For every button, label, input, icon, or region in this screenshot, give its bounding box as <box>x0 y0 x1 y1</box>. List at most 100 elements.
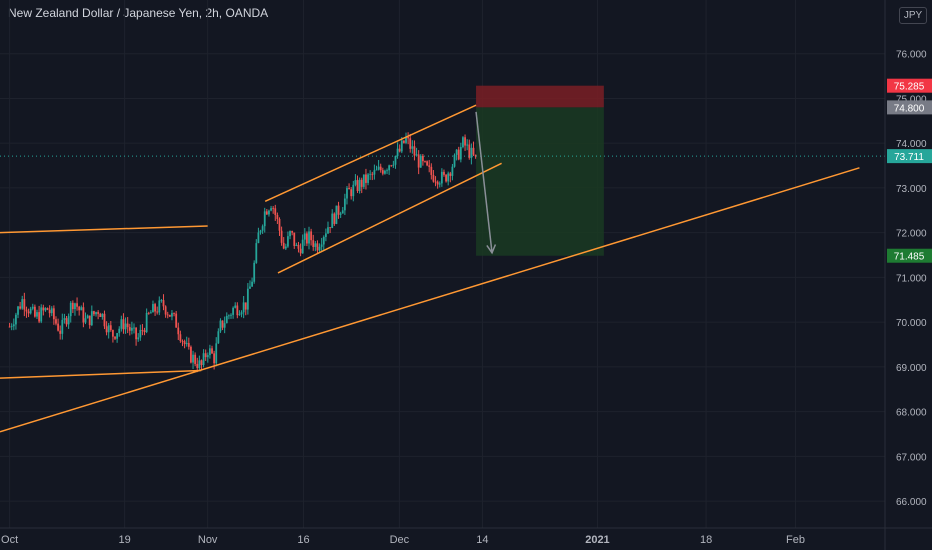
candle-body <box>137 337 140 340</box>
candle-body <box>84 318 87 323</box>
candle-body <box>360 179 363 187</box>
candle-body <box>424 161 426 162</box>
candle-body <box>240 312 243 315</box>
candle-body <box>213 353 216 364</box>
candle-body <box>204 353 207 358</box>
candle-body <box>126 323 129 328</box>
candle-body <box>449 173 452 176</box>
candle-body <box>244 302 247 310</box>
candle-body <box>339 213 342 215</box>
candle-body <box>470 147 473 158</box>
channel-upper-line[interactable] <box>264 104 477 203</box>
candle-body <box>12 324 15 327</box>
candle-body <box>135 327 138 340</box>
candle-body <box>365 174 367 183</box>
candle-body <box>261 226 264 231</box>
candle-body <box>101 313 104 317</box>
stop-price-tag-label: 75.285 <box>894 82 925 93</box>
candle-body <box>27 311 30 314</box>
candle-body <box>398 148 401 152</box>
y-tick-label: 73.000 <box>896 184 927 195</box>
candle-body <box>362 174 365 187</box>
left-horizontal-line[interactable] <box>0 225 208 234</box>
candle-body <box>413 146 416 156</box>
candle-body <box>116 333 119 339</box>
candle-body <box>190 346 192 363</box>
candle-body <box>259 230 262 233</box>
candle-body <box>156 311 159 313</box>
candle-body <box>447 173 450 182</box>
candle-body <box>238 314 241 316</box>
candle-body <box>432 174 435 182</box>
candle-body <box>103 313 106 327</box>
candle-body <box>409 138 412 149</box>
candle-body <box>257 232 260 244</box>
take-profit-zone[interactable] <box>476 107 604 256</box>
entry-price-tag <box>887 100 932 115</box>
candle-body <box>314 243 317 247</box>
candle-body <box>160 300 163 301</box>
x-tick-label: 19 <box>118 534 130 546</box>
candle-body <box>179 334 182 341</box>
candle-body <box>419 155 422 168</box>
candle-body <box>90 311 93 326</box>
candle-body <box>306 233 308 244</box>
candle-body <box>434 181 437 183</box>
projection-arrow-head <box>486 244 497 255</box>
candle-body <box>331 213 334 229</box>
candle-body <box>403 140 405 143</box>
y-tick-label: 67.000 <box>896 452 927 463</box>
candle-body <box>352 184 355 197</box>
candle-body <box>324 233 327 237</box>
stop-loss-zone[interactable] <box>476 85 604 108</box>
candle-body <box>462 137 464 148</box>
candle-body <box>168 314 171 317</box>
candle-body <box>379 166 382 171</box>
candle-body <box>164 306 167 315</box>
candle-body <box>459 147 462 160</box>
candle-body <box>48 309 51 314</box>
x-tick-label: 2021 <box>585 534 609 546</box>
candle-body <box>185 343 188 345</box>
candle-body <box>428 165 431 167</box>
candle-body <box>21 299 24 309</box>
candle-body <box>327 227 329 234</box>
candle-body <box>71 302 74 310</box>
candle-body <box>308 231 310 244</box>
candle-body <box>358 179 361 192</box>
candle-body <box>255 243 258 263</box>
candle-body <box>171 313 173 317</box>
candle-body <box>154 304 156 312</box>
candle-body <box>301 239 304 254</box>
long-ascending-trendline[interactable] <box>0 167 860 433</box>
candle-body <box>200 360 203 366</box>
y-tick-label: 69.000 <box>896 363 927 374</box>
grid <box>0 0 885 528</box>
candle-body <box>377 166 380 170</box>
trend-lines[interactable] <box>0 104 885 433</box>
lower-horizontal-line[interactable] <box>0 369 202 379</box>
candle-body <box>438 183 441 185</box>
candle-body <box>466 144 469 146</box>
y-tick-label: 66.000 <box>896 497 927 508</box>
candle-body <box>122 319 125 330</box>
candle-body <box>474 154 477 157</box>
channel-lower-line[interactable] <box>277 162 502 274</box>
candle-body <box>52 308 55 320</box>
current-price-tag <box>887 149 932 164</box>
candle-body <box>320 244 323 247</box>
candle-body <box>76 303 78 307</box>
candle-body <box>109 325 112 331</box>
candle-body <box>10 326 13 328</box>
candle-body <box>143 330 146 333</box>
candle-body <box>59 330 62 334</box>
candle-body <box>8 326 11 328</box>
projection-arrow[interactable] <box>475 111 493 253</box>
candle-body <box>322 236 325 245</box>
currency-badge[interactable]: JPY <box>899 7 927 24</box>
candle-body <box>282 242 285 249</box>
candle-body <box>196 363 199 369</box>
candle-body <box>50 308 53 314</box>
candle-body <box>141 329 144 331</box>
